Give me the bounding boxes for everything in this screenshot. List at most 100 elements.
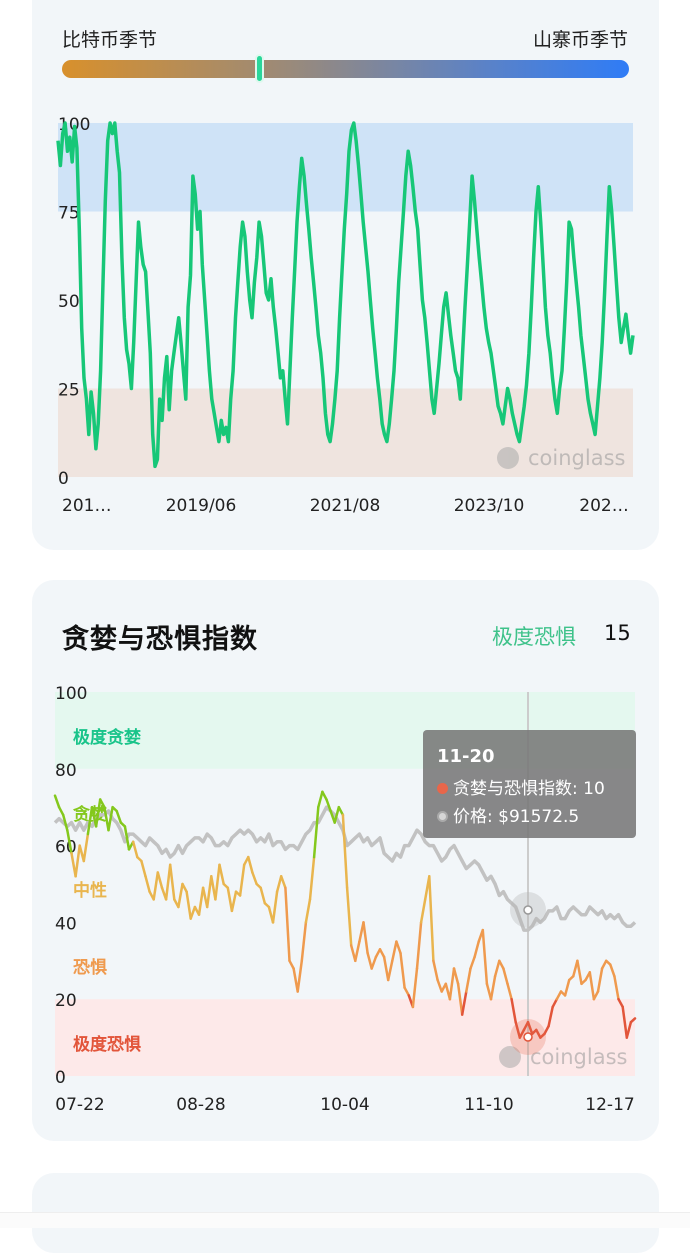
extreme-fear-band [55,999,635,1076]
fear-greed-segment [448,967,456,1001]
fear-greed-segment [600,959,608,970]
index-hover-point [523,1032,533,1042]
fear-greed-segment [592,990,600,1001]
fear-greed-segment [86,805,94,836]
fear-greed-segment [588,971,596,1001]
season-slider-track [62,60,629,78]
fear-greed-segment [617,997,624,1009]
fear-greed-segment [415,921,423,970]
y-tick-label: 60 [55,838,77,858]
zone-label: 恐惧 [73,958,107,978]
fear-greed-segment [456,982,464,1016]
fear-greed-segment [341,813,349,890]
fear-greed-segment [547,1005,554,1028]
fear-greed-value: 15 [604,621,631,645]
fear-greed-segment [460,990,468,1016]
price-dot-icon [437,811,448,822]
fear-greed-segment [168,863,176,901]
fear-greed-segment [123,825,131,851]
x-tick-label: 10-04 [320,1095,369,1115]
y-tick-label: 75 [58,204,80,224]
fear-greed-segment [275,875,283,893]
fear-greed-segment [230,890,238,913]
fear-greed-segment [296,959,304,993]
zone-label: 中性 [73,880,107,901]
fear-greed-segment [57,805,65,817]
fear-greed-segment [82,832,90,863]
fear-greed-segment [156,871,164,890]
fear-greed-segment [66,828,73,855]
fear-greed-segment [197,886,205,916]
fear-greed-segment [436,978,443,993]
coinglass-watermark: coinglass [497,446,625,470]
x-tick-label: 08-28 [176,1095,225,1115]
y-tick-label: 40 [55,914,77,934]
index-dot-icon [437,783,448,794]
fear-greed-segment [259,886,267,905]
fear-greed-segment [131,840,139,859]
fear-greed-segment [395,940,402,955]
fear-greed-segment [271,890,279,924]
fear-greed-segment [481,928,489,986]
fear-greed-segment [98,798,106,809]
x-tick-label: 201… [62,496,111,516]
fear-greed-segment [144,875,151,893]
fear-greed-segment [140,859,147,878]
fear-greed-segment [362,921,369,955]
fear-greed-chart[interactable]: 100806040200极度贪婪贪婪中性恐惧极度恐惧07-2208-2810-0… [0,0,690,1140]
fear-greed-segment [596,967,604,993]
x-tick-label: 11-10 [464,1095,513,1115]
fear-greed-segment [625,1020,633,1039]
fear-greed-segment [419,898,427,924]
x-tick-label: 2019/06 [166,496,237,516]
fear-greed-segment [469,955,476,970]
coinglass-logo-icon [497,447,519,469]
fear-greed-segment [399,951,406,989]
zone-label: 极度恐惧 [73,1034,141,1055]
fear-greed-segment [366,951,373,970]
fear-greed-segment [61,813,69,832]
fear-greed-segment [185,890,192,920]
tooltip-index-text: 贪婪与恐惧指数: 10 [453,779,605,799]
fear-greed-segment [300,921,308,963]
altcoin-season-label: 山寨币季节 [532,29,628,51]
fear-greed-segment [498,959,505,970]
fear-greed-segment [489,974,497,1001]
x-tick-label: 202… [579,496,628,516]
fear-greed-segment [502,967,509,986]
fear-greed-segment [465,967,472,993]
fear-greed-segment [411,967,419,1009]
fear-greed-segment [514,1020,522,1039]
fear-greed-segment [94,798,102,828]
y-tick-label: 50 [58,292,80,312]
coinglass-watermark: coinglass [499,1045,627,1069]
fear-greed-segment [432,959,439,982]
tooltip-price-text: 价格: $91572.5 [453,807,580,827]
fear-greed-segment [386,959,394,982]
tooltip-date: 11-20 [437,746,495,767]
x-tick-label: 07-22 [55,1095,104,1115]
tooltip-index-row: 贪婪与恐惧指数: 10 [437,774,605,799]
fear-greed-segment [103,805,110,832]
y-tick-label: 80 [55,761,77,781]
fear-greed-segment [370,955,378,970]
bottom-bar [0,1212,690,1228]
x-tick-label: 12-17 [585,1095,634,1115]
fear-greed-segment [325,798,332,813]
fear-greed-segment [345,886,353,947]
fear-greed-segment [510,997,517,1024]
fear-greed-segment [551,997,559,1009]
y-tick-label: 0 [55,1068,66,1088]
fear-greed-segment [177,882,184,909]
chart-tooltip: 11-20 贪婪与恐惧指数: 10 价格: $91572.5 [423,730,636,838]
fear-greed-segment [337,805,345,817]
fear-greed-segment [609,963,616,978]
coinglass-watermark-text: coinglass [528,446,625,470]
fear-greed-segment [378,948,386,959]
coinglass-watermark-text: coinglass [530,1045,627,1069]
fear-greed-segment [382,955,390,982]
fear-greed-segment [226,886,234,913]
fear-greed-segment [74,844,81,878]
x-tick-label: 2023/10 [454,496,525,516]
